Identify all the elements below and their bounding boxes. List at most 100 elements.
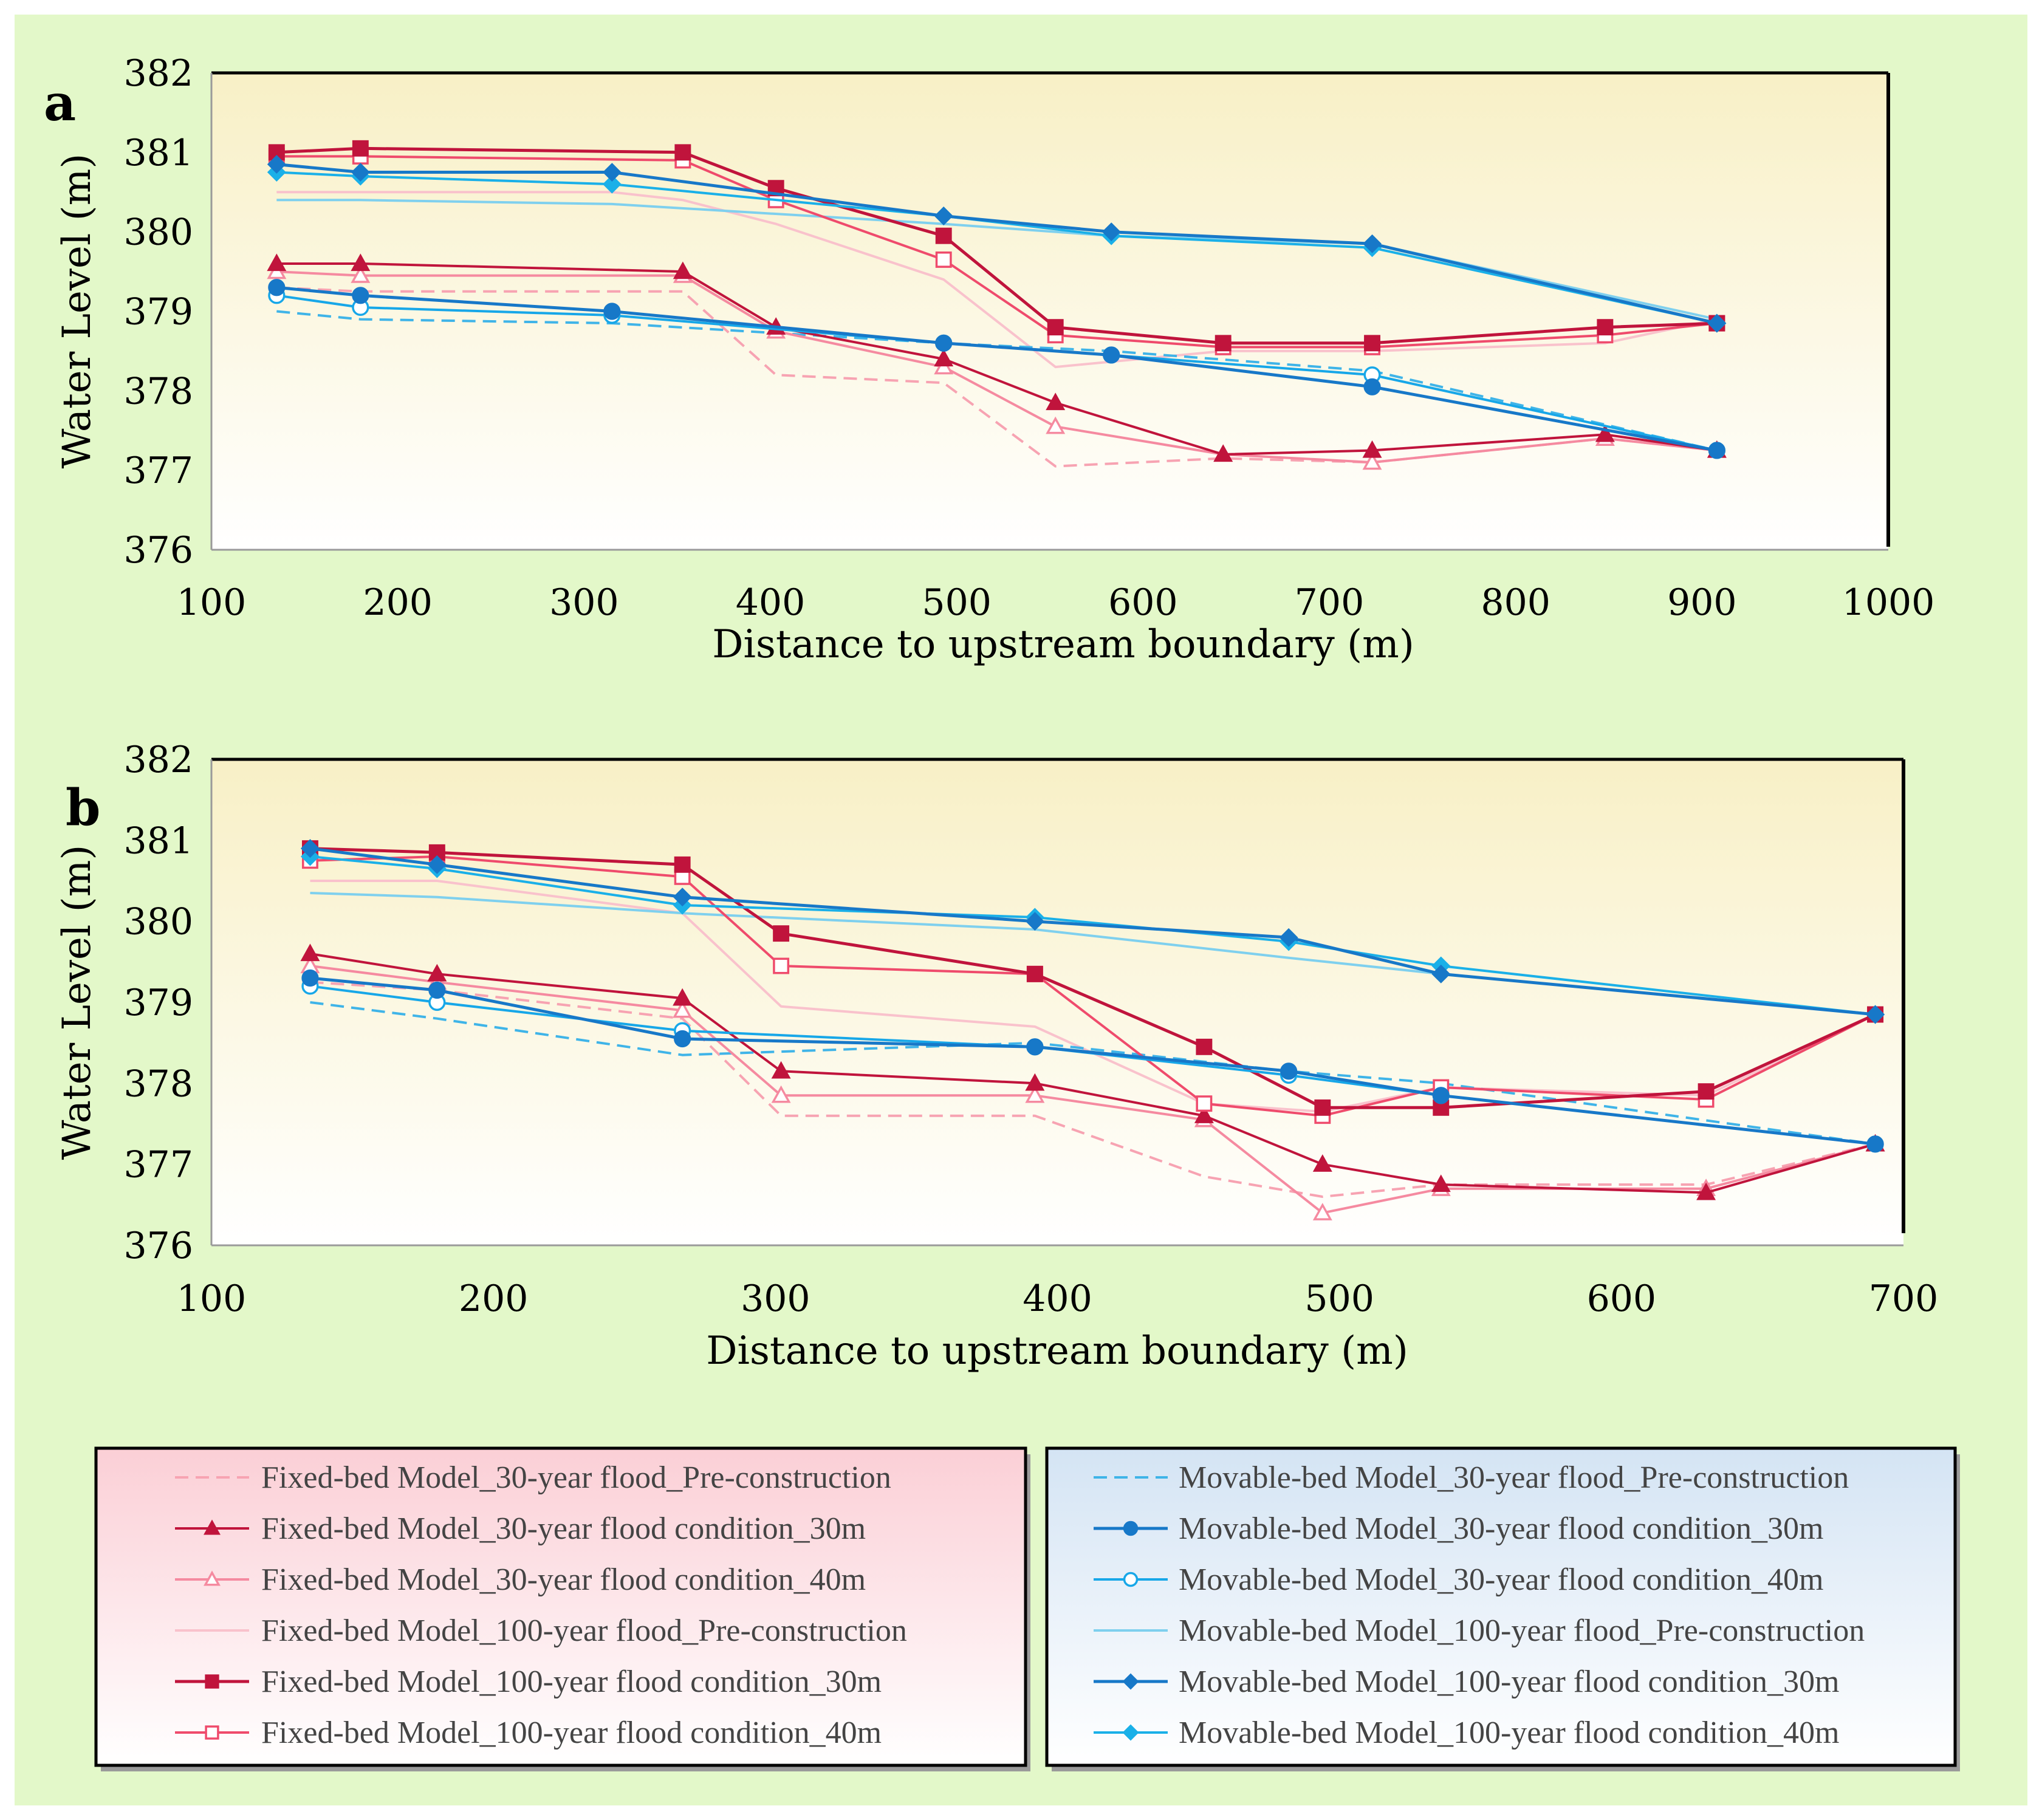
y-tick-label: 381 bbox=[123, 819, 193, 862]
data-point bbox=[1362, 452, 1382, 470]
data-point bbox=[427, 855, 447, 874]
legend-swatch-marker bbox=[205, 1674, 219, 1689]
data-point bbox=[1196, 1038, 1213, 1055]
legend-swatch-marker bbox=[1123, 1572, 1139, 1587]
y-tick-label: 378 bbox=[123, 370, 193, 412]
data-point bbox=[1026, 965, 1043, 982]
series-line bbox=[276, 191, 1718, 369]
legend-item: Movable-bed Model_100-year flood conditi… bbox=[1094, 1716, 1839, 1750]
x-tick-label: 200 bbox=[363, 581, 433, 624]
legend-label: Movable-bed Model_100-year flood_Pre-con… bbox=[1179, 1613, 1865, 1648]
legend-label: Fixed-bed Model_100-year flood_Pre-const… bbox=[261, 1613, 907, 1648]
x-tick-label: 400 bbox=[1023, 1278, 1092, 1320]
series-fpre100 bbox=[276, 191, 1718, 369]
data-point bbox=[267, 154, 286, 174]
data-point bbox=[1102, 222, 1121, 242]
data-point bbox=[603, 303, 621, 320]
data-point bbox=[1362, 440, 1382, 458]
x-tick-label: 1000 bbox=[1842, 581, 1935, 624]
panel-b-chart: 100 200 300 400 500 600 700 376 377 378 379 380 381… bbox=[55, 739, 1938, 1374]
data-point bbox=[673, 261, 693, 279]
x-tick-label: 800 bbox=[1481, 581, 1550, 624]
legend-swatch-marker bbox=[204, 1570, 221, 1586]
data-point bbox=[1866, 1005, 1885, 1024]
data-point bbox=[674, 1030, 691, 1048]
legend-swatch-marker bbox=[1122, 1673, 1139, 1690]
legend-label: Fixed-bed Model_30-year flood_Pre-constr… bbox=[261, 1460, 891, 1495]
series-fpre30 bbox=[310, 980, 1876, 1198]
data-point bbox=[1595, 424, 1615, 442]
data-point bbox=[935, 251, 952, 268]
data-point bbox=[1363, 234, 1382, 253]
y-tick-label: 382 bbox=[123, 739, 193, 781]
data-point bbox=[301, 969, 319, 987]
series-line bbox=[276, 270, 1718, 464]
x-tick-label: 600 bbox=[1587, 1278, 1657, 1320]
legend-swatch-marker bbox=[1123, 1521, 1139, 1536]
data-point bbox=[1431, 964, 1451, 984]
series-line bbox=[310, 953, 1876, 1194]
data-point bbox=[1280, 1062, 1298, 1080]
data-point bbox=[1708, 442, 1725, 459]
y-tick-label: 379 bbox=[123, 982, 193, 1024]
series-m100_30 bbox=[300, 839, 1885, 1024]
legend-item: Movable-bed Model_100-year flood conditi… bbox=[1094, 1664, 1839, 1699]
data-point bbox=[1025, 912, 1044, 931]
legend-item: Movable-bed Model_30-year flood_Pre-cons… bbox=[1094, 1460, 1849, 1495]
x-tick-label: 700 bbox=[1869, 1278, 1939, 1320]
data-point bbox=[771, 1061, 791, 1079]
legend-item: Movable-bed Model_100-year flood_Pre-con… bbox=[1094, 1613, 1865, 1648]
panel-b-letter: b bbox=[66, 779, 100, 837]
legend-fixed-box bbox=[94, 1446, 1027, 1767]
data-point bbox=[351, 265, 371, 283]
data-point bbox=[268, 279, 286, 296]
y-tick-label: 377 bbox=[123, 450, 193, 492]
data-point bbox=[1194, 1106, 1214, 1123]
y-tick-label: 379 bbox=[123, 291, 193, 334]
y-tick-label: 376 bbox=[123, 529, 193, 572]
x-tick-label: 400 bbox=[736, 581, 806, 624]
legend-label: Fixed-bed Model_30-year flood condition_… bbox=[261, 1511, 866, 1546]
series-f30_30 bbox=[267, 253, 1727, 462]
panel-b-x-title: Distance to upstream boundary (m) bbox=[706, 1329, 1408, 1374]
data-point bbox=[1213, 444, 1233, 462]
panel-b-x-ticks: 100 200 300 400 500 600 700 bbox=[177, 1278, 1939, 1320]
data-point bbox=[300, 839, 320, 858]
legend-swatch-marker bbox=[204, 1519, 221, 1535]
data-point bbox=[674, 856, 691, 873]
y-tick-label: 377 bbox=[123, 1144, 193, 1186]
legend-label: Movable-bed Model_100-year flood conditi… bbox=[1179, 1716, 1839, 1750]
legend-item: Fixed-bed Model_30-year flood_Pre-constr… bbox=[175, 1460, 891, 1495]
series-m30_30 bbox=[268, 279, 1725, 459]
y-tick-label: 381 bbox=[123, 132, 193, 174]
data-point bbox=[1432, 1087, 1450, 1104]
panel-a-letter: a bbox=[44, 74, 76, 132]
data-point bbox=[1046, 416, 1066, 434]
legend-fixed-items: Fixed-bed Model_30-year flood_Pre-constr… bbox=[175, 1460, 907, 1750]
data-point bbox=[1696, 1182, 1716, 1200]
legend-label: Movable-bed Model_30-year flood_Pre-cons… bbox=[1179, 1460, 1849, 1495]
legend-swatch-marker bbox=[1122, 1724, 1139, 1741]
legend-movable-items: Movable-bed Model_30-year flood_Pre-cons… bbox=[1094, 1460, 1865, 1750]
series-m30_30 bbox=[301, 969, 1884, 1153]
legend-label: Movable-bed Model_30-year flood conditio… bbox=[1179, 1562, 1823, 1597]
data-point bbox=[427, 963, 447, 982]
data-point bbox=[352, 140, 369, 157]
x-tick-label: 500 bbox=[922, 581, 992, 624]
y-tick-label: 380 bbox=[123, 901, 193, 943]
legend-item: Fixed-bed Model_100-year flood_Pre-const… bbox=[175, 1613, 907, 1648]
data-point bbox=[773, 957, 790, 974]
data-point bbox=[1025, 1085, 1045, 1103]
data-point bbox=[351, 253, 371, 272]
legend-item: Fixed-bed Model_100-year flood condition… bbox=[175, 1716, 882, 1750]
data-point bbox=[1363, 378, 1381, 395]
series-line bbox=[310, 980, 1876, 1198]
y-tick-label: 378 bbox=[123, 1062, 193, 1105]
panel-a-y-ticks: 376 377 378 379 380 381 382 bbox=[123, 52, 193, 572]
legend-item: Fixed-bed Model_30-year flood condition_… bbox=[175, 1562, 866, 1597]
series-line bbox=[310, 855, 1876, 1117]
data-point bbox=[673, 988, 693, 1006]
data-point bbox=[1707, 313, 1727, 333]
data-point bbox=[602, 163, 622, 182]
